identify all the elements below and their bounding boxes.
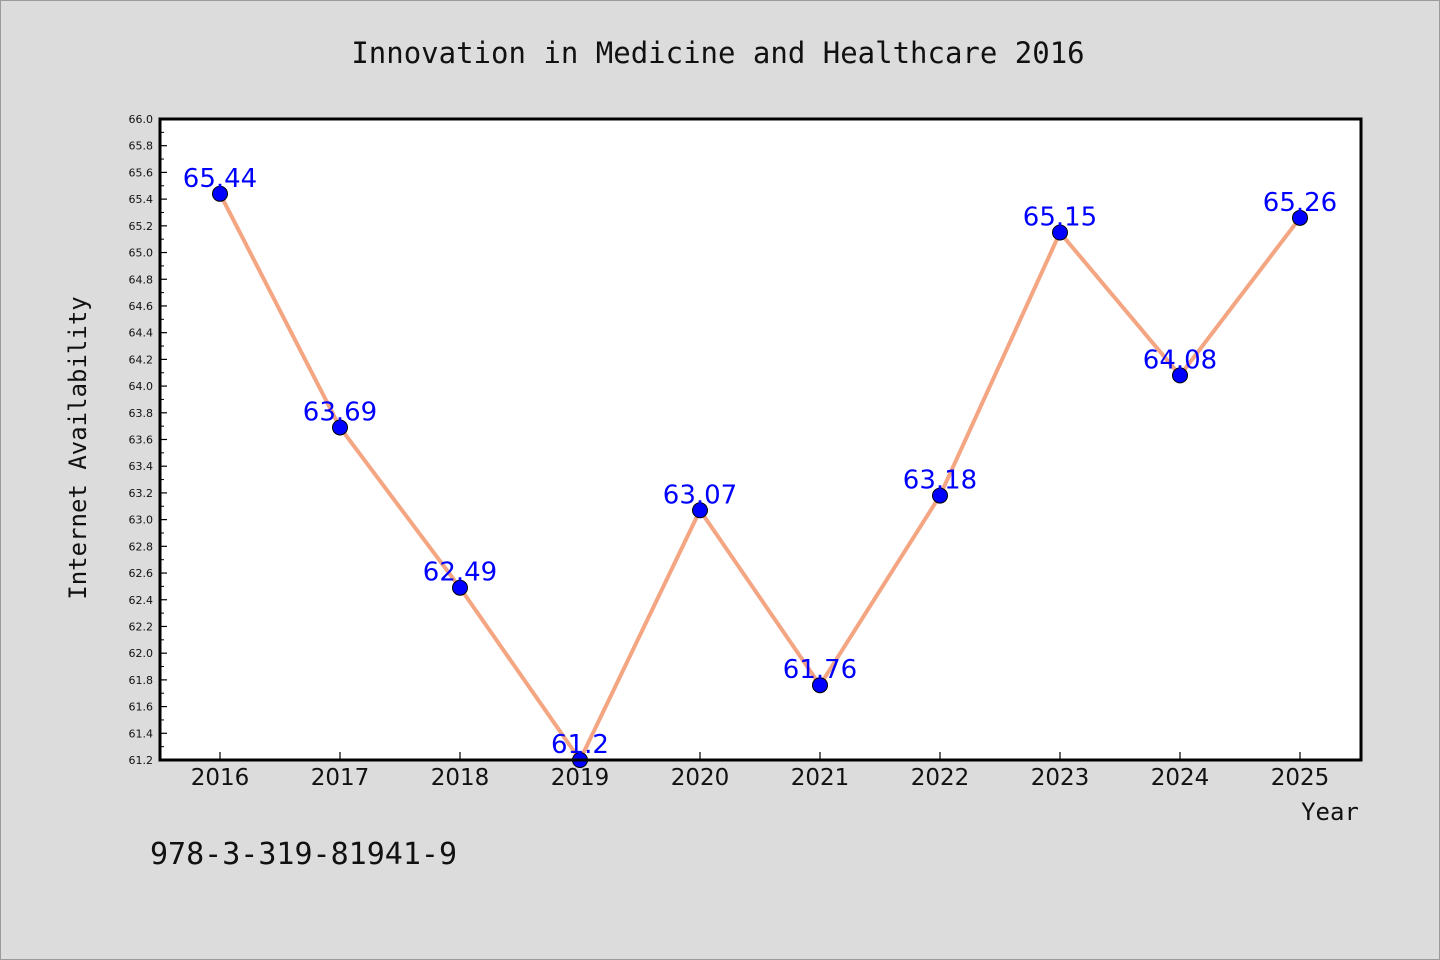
data-point — [812, 677, 828, 694]
y-tick-label: 65.8 — [129, 140, 154, 153]
data-label: 61.76 — [783, 655, 857, 685]
x-tick-label: 2018 — [431, 765, 490, 791]
y-tick-label: 62.2 — [129, 620, 154, 633]
data-label: 65.26 — [1263, 188, 1337, 218]
x-tick-label: 2021 — [791, 765, 850, 791]
y-tick-label: 62.4 — [129, 594, 154, 607]
chart-title: Innovation in Medicine and Healthcare 20… — [351, 36, 1084, 70]
x-tick-label: 2024 — [1151, 765, 1210, 791]
data-labels: 65.44 63.69 62.49 61.2 63.07 61.76 63.18 65.15 6… — [183, 164, 1337, 760]
y-tick-label: 63.0 — [129, 514, 154, 527]
x-tick-label: 2017 — [311, 765, 370, 791]
x-tick-label: 2019 — [551, 765, 610, 791]
x-tick-label: 2016 — [191, 765, 250, 791]
data-label: 61.2 — [551, 730, 609, 760]
x-axis: 2016 2017 2018 2019 2020 2021 2022 2023 2024 2025 — [191, 752, 1330, 791]
y-tick-label: 65.0 — [129, 247, 154, 260]
y-tick-label: 63.2 — [129, 487, 154, 500]
y-tick-label: 63.8 — [129, 407, 154, 420]
data-point — [212, 185, 228, 202]
data-point — [932, 487, 948, 504]
data-label: 63.69 — [303, 397, 377, 427]
y-tick-label: 62.6 — [129, 567, 154, 580]
y-tick-label: 61.4 — [129, 727, 154, 740]
data-label: 63.18 — [903, 466, 977, 496]
y-tick-label: 65.4 — [129, 193, 154, 206]
y-tick-label: 62.8 — [129, 540, 154, 553]
data-point — [452, 579, 468, 596]
footer-identifier: 978-3-319-81941-9 — [150, 837, 457, 872]
y-tick-label: 61.2 — [129, 754, 154, 767]
y-tick-label: 61.6 — [129, 701, 154, 714]
data-point — [332, 419, 348, 436]
y-tick-label: 64.2 — [129, 353, 154, 366]
data-label: 62.49 — [423, 558, 497, 588]
data-point — [1052, 224, 1068, 241]
y-tick-label: 63.4 — [129, 460, 154, 473]
data-point — [1172, 367, 1188, 384]
y-tick-label: 64.8 — [129, 273, 154, 286]
y-axis-label: Internet Availability — [64, 296, 92, 599]
y-tick-label: 65.6 — [129, 166, 154, 179]
plot-area — [160, 119, 1361, 760]
x-axis-label: Year — [1301, 798, 1359, 826]
y-tick-label: 66.0 — [129, 113, 154, 126]
y-tick-label: 64.6 — [129, 300, 154, 313]
y-tick-label: 61.8 — [129, 674, 154, 687]
y-tick-label: 62.0 — [129, 647, 154, 660]
plot-frame — [158, 117, 1363, 762]
data-point — [692, 502, 708, 519]
y-axis: 61.2 61.4 61.6 61.8 62.0 62.2 62.4 62.6 62.8 63.0… — [129, 113, 167, 767]
data-label: 65.15 — [1023, 203, 1097, 233]
y-tick-label: 64.0 — [129, 380, 154, 393]
y-tick-label: 63.6 — [129, 434, 154, 447]
data-label: 63.07 — [663, 480, 737, 510]
y-tick-label: 64.4 — [129, 327, 154, 340]
y-tick-label: 65.2 — [129, 220, 154, 233]
series-line — [218, 191, 1302, 762]
data-point — [1292, 209, 1308, 226]
x-tick-label: 2022 — [911, 765, 970, 791]
data-label: 65.44 — [183, 164, 257, 194]
x-tick-label: 2023 — [1031, 765, 1090, 791]
x-tick-label: 2020 — [671, 765, 730, 791]
x-tick-label: 2025 — [1271, 765, 1330, 791]
data-label: 64.08 — [1143, 345, 1217, 375]
